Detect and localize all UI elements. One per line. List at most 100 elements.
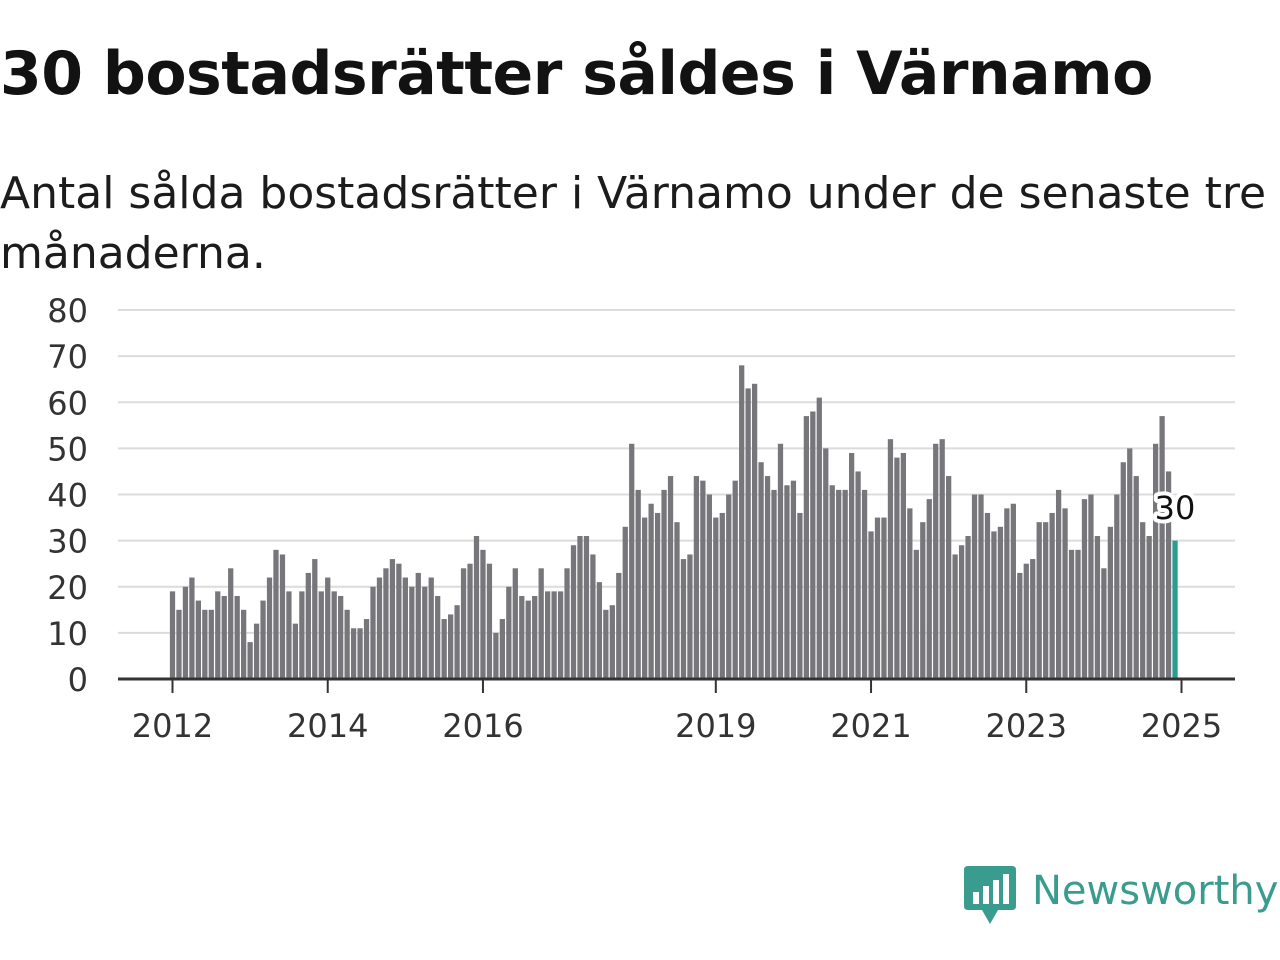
bar: [570, 545, 577, 679]
bar: [169, 591, 176, 679]
bar: [726, 494, 732, 679]
bar: [221, 595, 227, 679]
bar: [435, 595, 441, 679]
bar: [836, 489, 842, 679]
bar: [965, 536, 971, 679]
bar: [700, 480, 706, 679]
bar: [182, 586, 189, 679]
bar: [1120, 462, 1126, 679]
bar: [797, 512, 803, 679]
bar: [622, 526, 628, 679]
bar: [596, 582, 603, 679]
bar: [719, 512, 725, 679]
bar: [215, 591, 221, 679]
y-tick-label: 50: [47, 430, 88, 468]
bar: [1049, 512, 1055, 679]
bar: [629, 443, 635, 679]
bar: [861, 489, 868, 679]
bar: [299, 591, 305, 679]
bar: [693, 476, 700, 679]
y-tick-label: 0: [68, 661, 88, 699]
bar: [1133, 476, 1139, 679]
bar: [545, 591, 551, 679]
bar: [978, 494, 984, 679]
bar: [538, 568, 544, 679]
bar: [402, 577, 408, 679]
bar: [680, 559, 687, 679]
bar: [441, 619, 447, 679]
bar: [958, 545, 965, 679]
bar: [480, 549, 486, 679]
y-tick-label: 40: [47, 477, 88, 515]
bar: [473, 536, 480, 679]
bar-highlight: [1172, 540, 1178, 680]
bar: [732, 480, 738, 679]
bar: [984, 512, 991, 679]
x-tick-label: 2016: [442, 707, 523, 745]
bar: [357, 628, 363, 679]
bar: [266, 577, 273, 679]
bar: [1062, 508, 1068, 679]
bar: [946, 476, 952, 679]
bar: [1101, 568, 1107, 679]
bar: [1004, 508, 1010, 679]
bar: [551, 591, 557, 679]
bar: [887, 439, 894, 679]
bar: [195, 600, 202, 679]
bar: [1055, 489, 1062, 679]
bar: [486, 563, 493, 679]
bar: [849, 452, 855, 679]
bar: [667, 476, 674, 679]
bar: [900, 452, 907, 679]
bar: [603, 609, 609, 679]
bar: [247, 642, 253, 679]
bar: [1075, 549, 1081, 679]
bar: [771, 489, 777, 679]
bar: [991, 531, 997, 679]
bar: [519, 595, 525, 679]
bar: [305, 572, 311, 679]
bar: [312, 559, 318, 679]
x-tick-label: 2025: [1141, 707, 1222, 745]
highlight-data-label: 30: [1155, 489, 1196, 527]
bar: [920, 522, 926, 679]
bar: [512, 568, 518, 679]
bar: [506, 586, 512, 679]
page-title: 30 bostadsrätter såldes i Värnamo: [0, 39, 1153, 109]
bar: [745, 388, 751, 679]
bar: [1127, 448, 1133, 680]
bar: [1140, 522, 1146, 679]
bar: [706, 494, 712, 679]
y-tick-label: 10: [47, 615, 88, 653]
bar: [454, 605, 460, 679]
bar: [493, 632, 499, 680]
bar: [260, 600, 266, 679]
bar: [810, 411, 816, 679]
y-tick-label: 30: [47, 523, 88, 561]
y-tick-label: 80: [47, 292, 88, 330]
bar: [939, 439, 945, 679]
bar: [202, 609, 208, 679]
x-tick-label: 2014: [287, 707, 368, 745]
x-tick-label: 2023: [986, 707, 1067, 745]
bar: [228, 568, 234, 679]
bar: [1088, 494, 1094, 679]
bar: [1094, 536, 1101, 679]
page-subtitle: Antal sålda bostadsrätter i Värnamo unde…: [0, 168, 1267, 279]
bar: [286, 591, 292, 679]
bar: [1030, 559, 1036, 679]
bar: [499, 619, 505, 679]
y-tick-label: 70: [47, 338, 88, 376]
bar: [273, 549, 279, 679]
bar: [1159, 416, 1165, 679]
bar: [577, 536, 583, 679]
bar: [764, 476, 771, 679]
bar: [370, 586, 376, 679]
bar: [790, 480, 797, 679]
bar: [784, 485, 790, 679]
bar: [907, 508, 913, 679]
bar: [1023, 563, 1029, 679]
bar: [971, 494, 978, 679]
bar: [338, 595, 344, 679]
bar: [557, 591, 564, 679]
